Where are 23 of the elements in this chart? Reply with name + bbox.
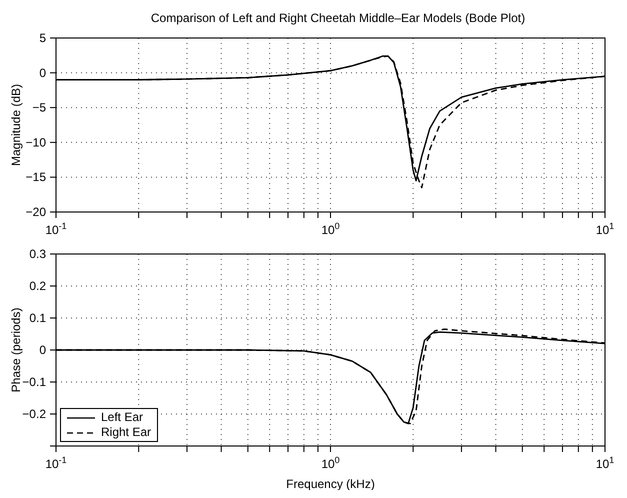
y-tick-label: −0.1 <box>22 375 46 389</box>
x-tick-label: 10$^{1}$ <box>596 455 614 471</box>
legend-label: Left Ear <box>101 410 144 425</box>
x-tick-label: 10$^{0}$ <box>321 455 340 471</box>
x-tick-label: 10$^{1}$ <box>596 221 614 237</box>
legend-label: Right Ear <box>101 425 152 440</box>
y-axis-title: Magnitude (dB) <box>9 84 23 166</box>
x-tick-label: 10$^{-1}$ <box>45 221 67 237</box>
y-tick-label: 0 <box>39 66 46 80</box>
chart-title: Comparison of Left and Right Cheetah Middle–Ear Models (Bode Plot) <box>150 11 526 25</box>
y-tick-label: 0.3 <box>29 247 46 261</box>
y-tick-label: −20 <box>26 205 46 219</box>
y-tick-label: 0.2 <box>29 279 46 293</box>
y-tick-label: −0.2 <box>22 407 46 421</box>
y-tick-label: −5 <box>32 100 46 115</box>
y-tick-label: −15 <box>26 170 46 184</box>
y-tick-label: −10 <box>26 135 46 150</box>
x-tick-label: 10$^{0}$ <box>321 221 340 237</box>
y-tick-label: 0.1 <box>29 311 46 325</box>
x-tick-label: 10$^{-1}$ <box>45 455 67 471</box>
y-axis-title: Phase (periods) <box>9 308 23 392</box>
y-tick-label: 5 <box>39 31 46 45</box>
y-tick-label: 0 <box>39 343 46 357</box>
